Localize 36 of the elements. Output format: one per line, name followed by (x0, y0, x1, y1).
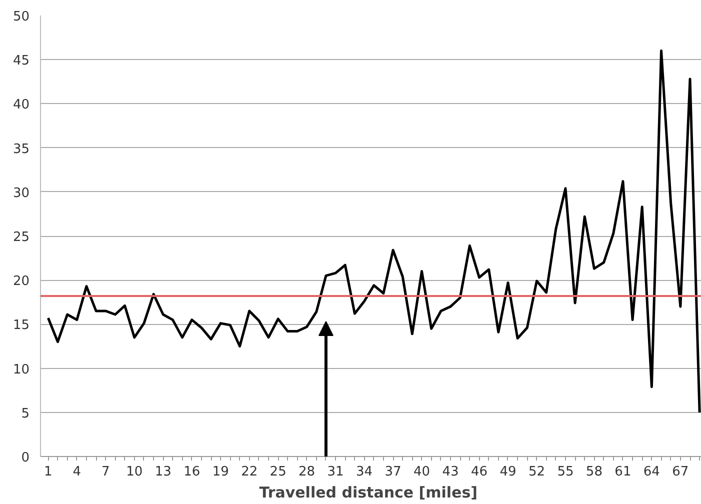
x-tick-label: 49 (500, 464, 516, 480)
y-tick-label: 5 (21, 406, 30, 422)
x-tick-label: 19 (212, 464, 229, 480)
y-tick-label: 40 (12, 98, 30, 113)
y-tick-label: 45 (12, 54, 30, 69)
x-tick-label: 37 (384, 464, 402, 480)
x-tick-label: 1 (44, 464, 52, 480)
x-tick-label: 61 (614, 464, 632, 480)
x-tick-label: 58 (586, 464, 602, 480)
y-tick-label: 35 (12, 142, 30, 157)
x-tick-label: 28 (298, 464, 316, 480)
x-tick-label: 34 (356, 464, 373, 480)
y-tick-label: 10 (12, 362, 30, 378)
y-tick-label: 50 (12, 10, 30, 24)
x-tick-label: 46 (470, 464, 488, 480)
y-tick-label: 20 (12, 274, 30, 290)
y-tick-label: 30 (12, 186, 30, 201)
x-tick-label: 43 (442, 464, 459, 480)
x-tick-label: 13 (154, 464, 172, 480)
y-tick-label: 0 (21, 450, 30, 466)
x-tick-label: 25 (270, 464, 286, 480)
x-tick-label: 52 (528, 464, 546, 480)
x-tick-label: 67 (672, 464, 689, 480)
x-tick-label: 55 (557, 464, 574, 480)
x-tick-label: 10 (126, 464, 143, 480)
line-series (46, 50, 701, 414)
x-tick-label: 31 (327, 464, 344, 480)
x-tick-label: 4 (72, 464, 82, 480)
x-axis-title: Travelled distance [miles] (259, 484, 478, 502)
x-tick-label: 16 (184, 464, 200, 480)
x-tick-label: 22 (241, 464, 258, 480)
y-tick-label: 25 (12, 230, 30, 245)
x-tick-label: 7 (102, 464, 110, 480)
x-tick-label: 40 (414, 464, 430, 480)
y-tick-label: 15 (12, 318, 30, 334)
x-tick-label: 64 (643, 464, 660, 480)
